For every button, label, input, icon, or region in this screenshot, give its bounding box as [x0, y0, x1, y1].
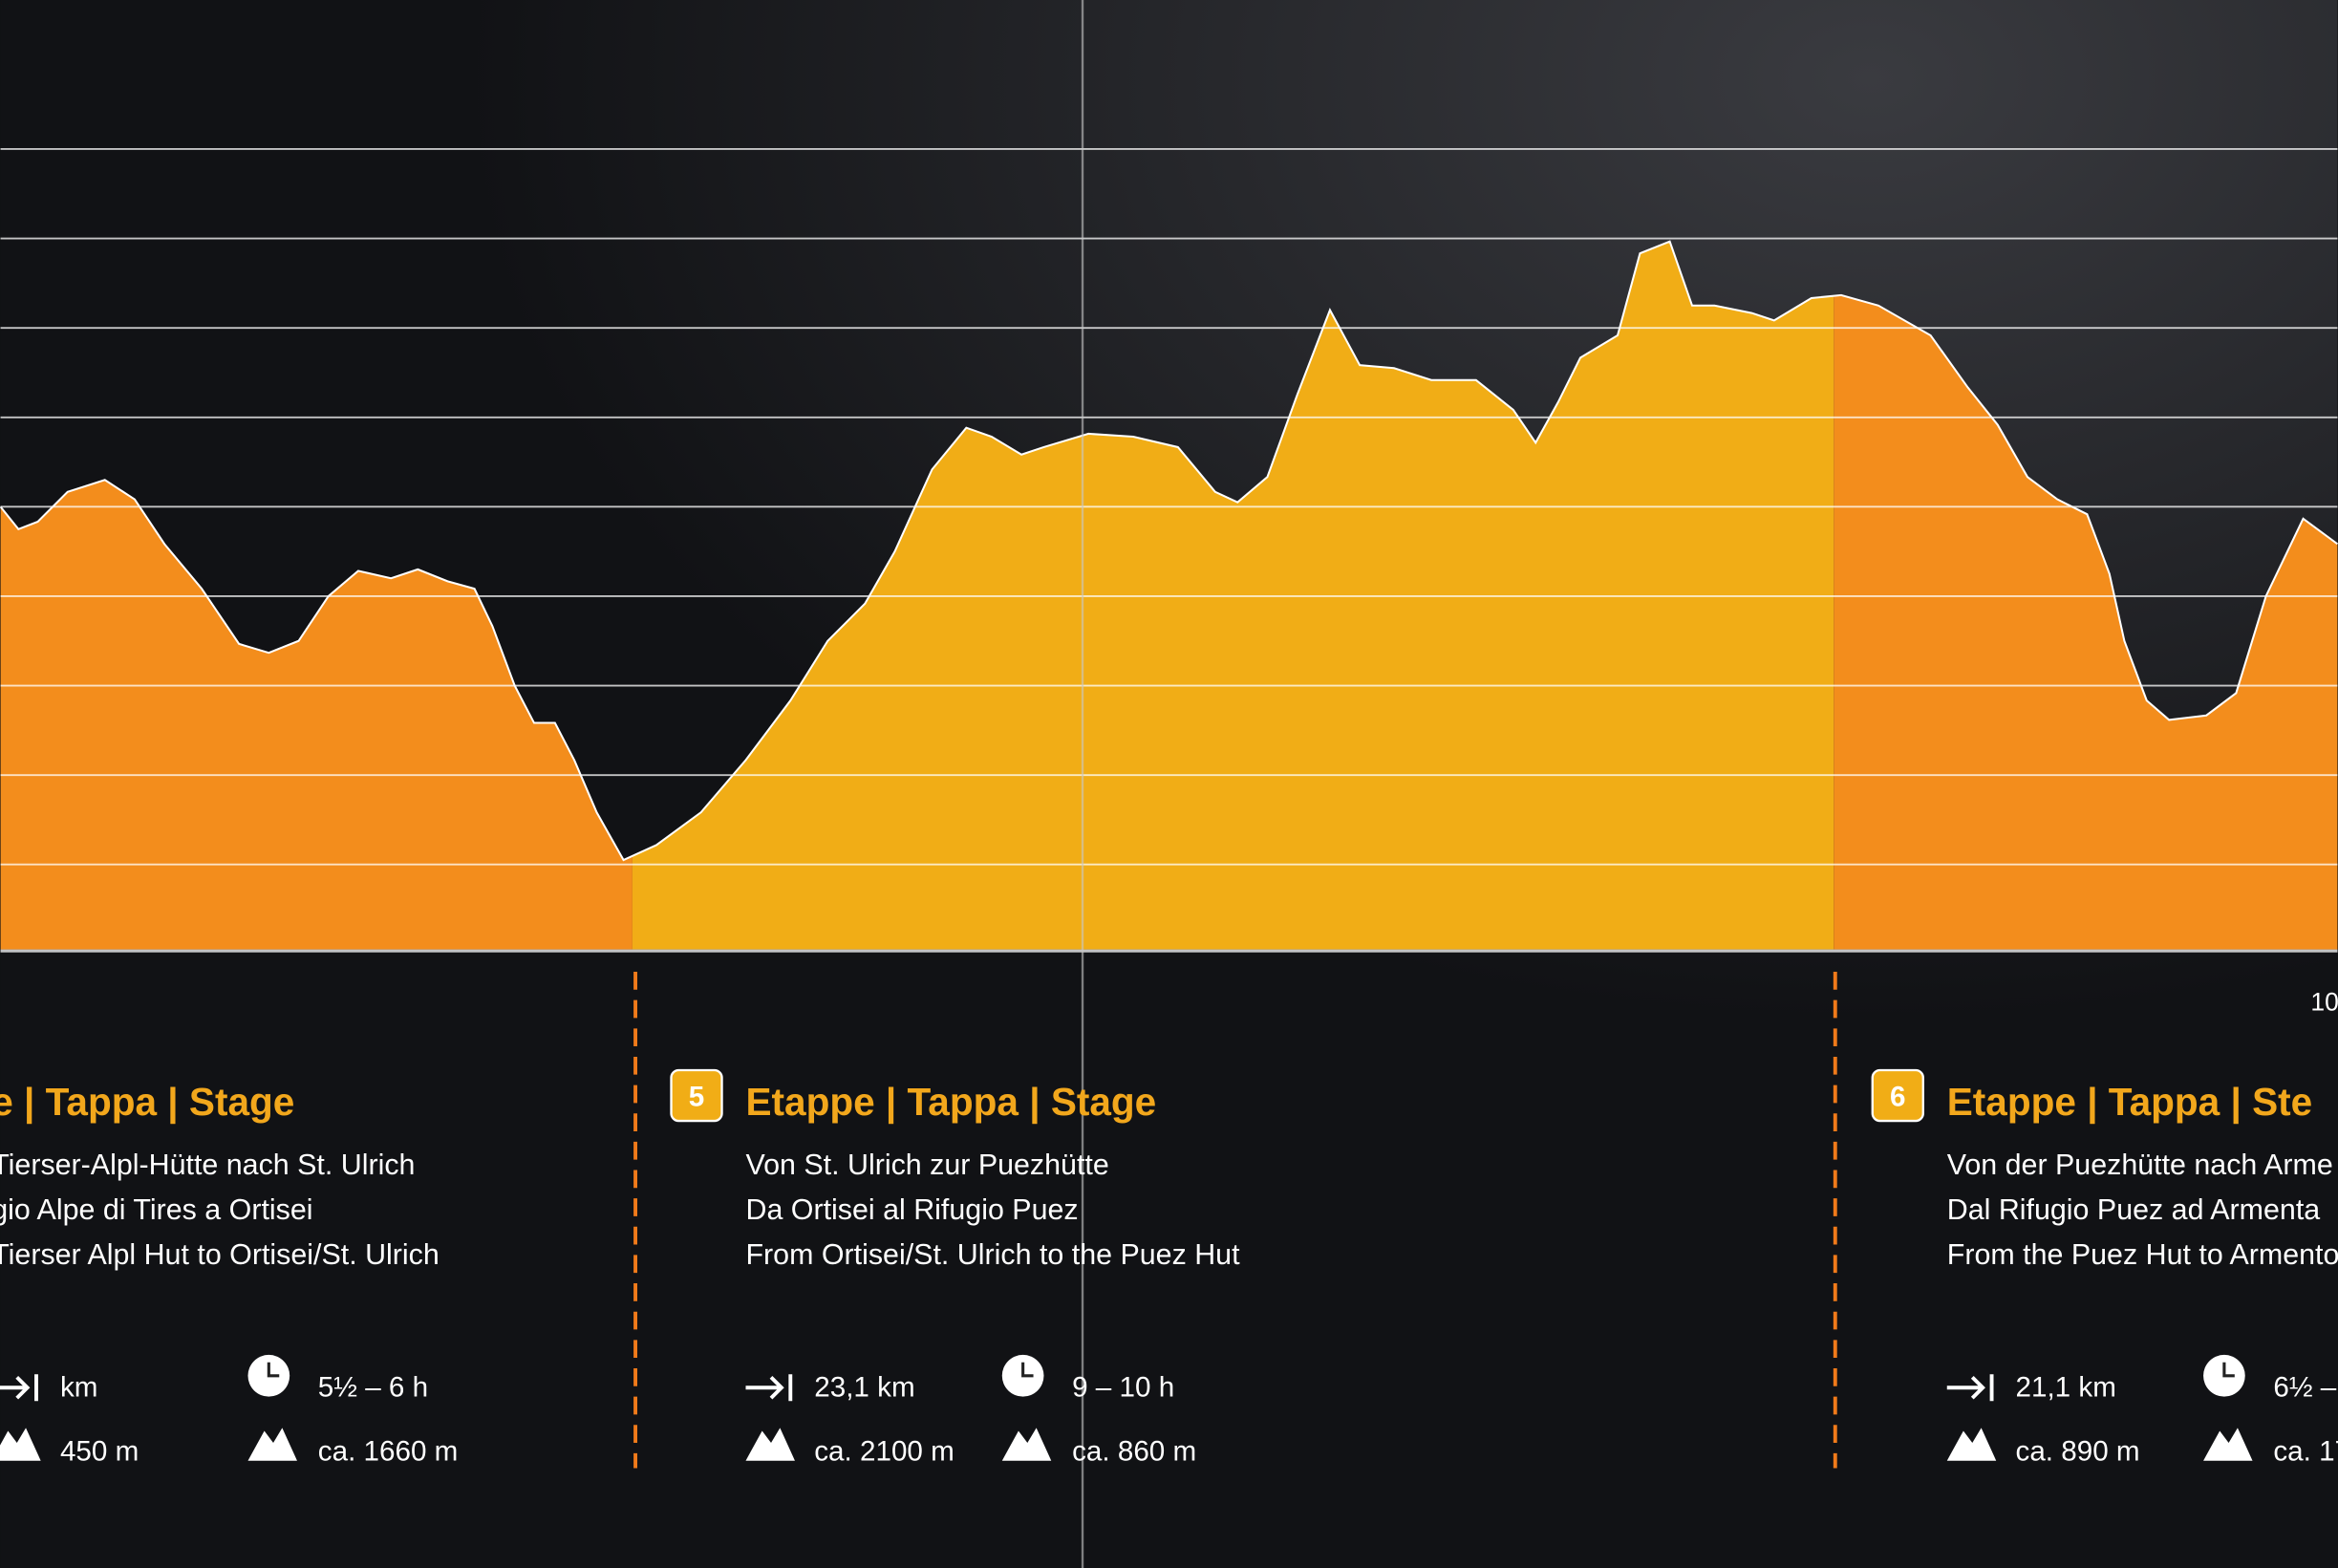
descent: ca. 17	[2273, 1436, 2338, 1468]
distance: 23,1 km	[814, 1372, 914, 1404]
stage-route: Da Ortisei al Rifugio Puez	[745, 1193, 1078, 1226]
stage-route: From Ortisei/St. Ulrich to the Puez Hut	[745, 1238, 1240, 1271]
stage-route: Dal Rifugio Puez ad Armenta	[1947, 1193, 2321, 1226]
stage-number: 6	[1890, 1081, 1905, 1112]
descent-icon	[247, 1428, 297, 1461]
clock-hands	[267, 1362, 280, 1378]
duration: 9 – 10 h	[1072, 1372, 1174, 1404]
stage-route: Von St. Ulrich zur Puezhütte	[745, 1149, 1108, 1181]
stage-title: e | Tappa | Stage	[0, 1080, 294, 1124]
stage-route: gio Alpe di Tires a Ortisei	[0, 1193, 313, 1226]
clock-hands	[2222, 1362, 2235, 1378]
stage-route: From the Puez Hut to Armento	[1947, 1238, 2338, 1271]
ascent: 450 m	[60, 1436, 139, 1468]
duration: 5½ – 6 h	[318, 1372, 428, 1404]
descent-icon	[2203, 1428, 2253, 1461]
stage-badge	[1871, 1068, 1924, 1123]
profile-outline	[0, 240, 2338, 862]
distance-icon	[0, 1374, 38, 1402]
stage-badge	[670, 1068, 723, 1123]
ascent: ca. 890 m	[2016, 1436, 2140, 1468]
distance-icon	[745, 1374, 793, 1402]
distance-icon	[1946, 1374, 1994, 1402]
descent-icon	[1001, 1428, 1052, 1461]
ascent-icon	[745, 1428, 795, 1461]
ascent-icon	[1946, 1428, 1997, 1461]
axis-label: 10	[2310, 988, 2338, 1017]
duration: 6½ –	[2273, 1372, 2336, 1404]
ascent-icon	[0, 1428, 41, 1461]
stage-number: 5	[689, 1081, 704, 1112]
clock-hands	[1021, 1362, 1034, 1378]
stage-title: Etappe | Tappa | Ste	[1947, 1080, 2312, 1124]
stage-dividers	[633, 972, 1837, 1469]
stage-6-profile	[1834, 294, 2338, 950]
ascent: ca. 2100 m	[814, 1436, 955, 1468]
stage-route: Tierser-Alpl-Hütte nach St. Ulrich	[0, 1149, 415, 1181]
stage-route: Tierser Alpl Hut to Ortisei/St. Ulrich	[0, 1238, 440, 1271]
descent: ca. 860 m	[1072, 1436, 1196, 1468]
stage-4-profile	[0, 480, 633, 950]
distance: km	[60, 1372, 98, 1404]
stage-route: Von der Puezhütte nach Arme	[1947, 1149, 2333, 1181]
stage-title: Etappe | Tappa | Stage	[745, 1080, 1156, 1124]
distance: 21,1 km	[2016, 1372, 2116, 1404]
descent: ca. 1660 m	[318, 1436, 459, 1468]
grid	[0, 148, 2338, 953]
